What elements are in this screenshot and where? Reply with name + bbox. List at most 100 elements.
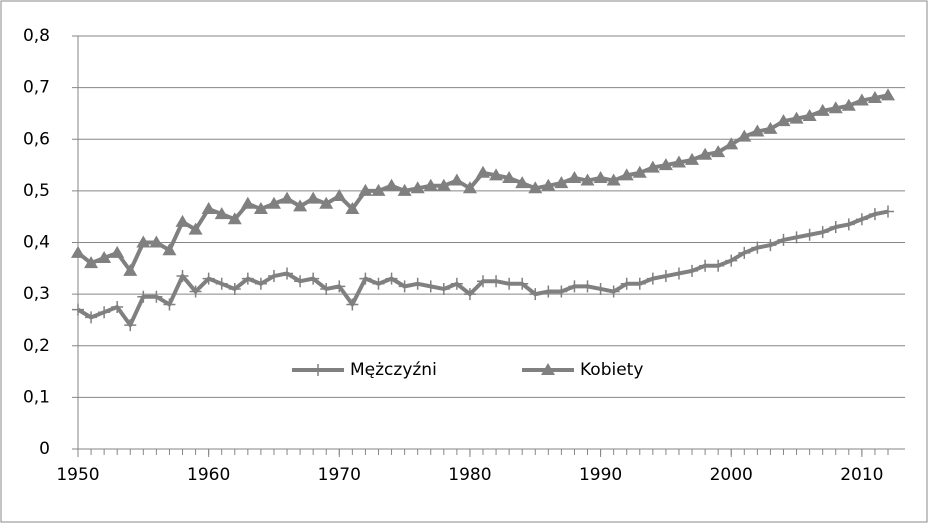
point-marker (712, 259, 725, 272)
point-marker (97, 250, 112, 263)
point-marker (645, 160, 660, 173)
point-marker (294, 275, 307, 288)
point-marker (398, 280, 411, 293)
x-tick-label: 1990 (579, 465, 622, 485)
legend-marker (541, 363, 555, 375)
point-marker (333, 280, 346, 293)
point-marker (266, 196, 281, 209)
point-marker (345, 201, 360, 214)
x-tick-label: 2010 (840, 465, 883, 485)
point-marker (136, 235, 151, 248)
point-marker (842, 218, 855, 231)
x-tick-label: 1950 (56, 465, 99, 485)
point-marker (593, 170, 608, 183)
point-marker (267, 270, 280, 283)
point-marker (658, 158, 673, 171)
point-marker (110, 245, 125, 258)
x-tick-label: 2000 (710, 465, 753, 485)
y-tick-label: 0,7 (23, 78, 50, 98)
y-tick-label: 0,1 (23, 387, 50, 407)
point-marker (606, 173, 621, 186)
point-marker (790, 231, 803, 244)
point-marker (854, 93, 869, 106)
point-marker (124, 319, 137, 332)
point-marker (385, 272, 398, 285)
point-marker (281, 267, 294, 280)
point-marker (450, 277, 463, 290)
legend-label: Mężczyźni (350, 360, 437, 380)
point-marker (424, 280, 437, 293)
point-marker (542, 285, 555, 298)
point-marker (84, 256, 99, 269)
point-marker (541, 178, 556, 191)
point-marker (490, 275, 503, 288)
point-marker (554, 176, 569, 189)
x-tick-label: 1970 (318, 465, 361, 485)
y-tick-label: 0 (39, 439, 50, 459)
point-marker (737, 129, 752, 142)
point-marker (228, 282, 241, 295)
point-marker (397, 183, 412, 196)
point-marker (867, 90, 882, 103)
point-marker (724, 137, 739, 150)
point-marker (868, 208, 881, 221)
point-marker (306, 191, 321, 204)
legend-marker (312, 364, 324, 376)
point-marker (815, 103, 830, 116)
point-marker (359, 272, 372, 285)
point-marker (529, 288, 542, 301)
point-marker (633, 277, 646, 290)
point-marker (240, 196, 255, 209)
point-marker (764, 239, 777, 252)
point-marker (410, 181, 425, 194)
point-marker (254, 277, 267, 290)
point-marker (201, 201, 216, 214)
point-marker (659, 270, 672, 283)
point-marker (777, 233, 790, 246)
point-marker (594, 282, 607, 295)
point-marker (384, 178, 399, 191)
point-marker (580, 173, 595, 186)
point-marker (463, 288, 476, 301)
x-tick-label: 1960 (187, 465, 230, 485)
point-marker (476, 165, 490, 178)
point-marker (163, 298, 176, 311)
point-marker (214, 207, 229, 220)
point-marker (816, 226, 829, 239)
point-marker (332, 189, 347, 202)
point-marker (646, 272, 659, 285)
point-marker (881, 88, 895, 101)
point-marker (358, 183, 373, 196)
point-marker (280, 191, 295, 204)
point-marker (855, 213, 868, 226)
point-marker (346, 298, 359, 311)
point-marker (672, 267, 685, 280)
point-marker (137, 290, 150, 303)
point-marker (516, 277, 529, 290)
x-tick-label: 1980 (448, 465, 491, 485)
y-tick-label: 0,2 (23, 336, 50, 356)
point-marker (489, 168, 504, 181)
point-marker (568, 280, 581, 293)
point-marker (85, 311, 98, 324)
point-marker (372, 277, 385, 290)
point-marker (776, 114, 791, 127)
y-tick-label: 0,6 (23, 129, 50, 149)
point-marker (293, 199, 308, 212)
point-marker (528, 181, 543, 194)
point-marker (436, 178, 451, 191)
point-marker (515, 176, 530, 189)
point-marker (803, 228, 816, 241)
point-marker (477, 275, 489, 288)
y-tick-label: 0,5 (23, 181, 50, 201)
point-marker (503, 277, 516, 290)
point-marker (698, 147, 713, 160)
point-marker (202, 272, 215, 285)
point-marker (763, 121, 778, 134)
point-marker (423, 178, 438, 191)
point-marker (882, 205, 894, 218)
y-tick-label: 0,4 (23, 233, 50, 253)
point-marker (699, 259, 712, 272)
